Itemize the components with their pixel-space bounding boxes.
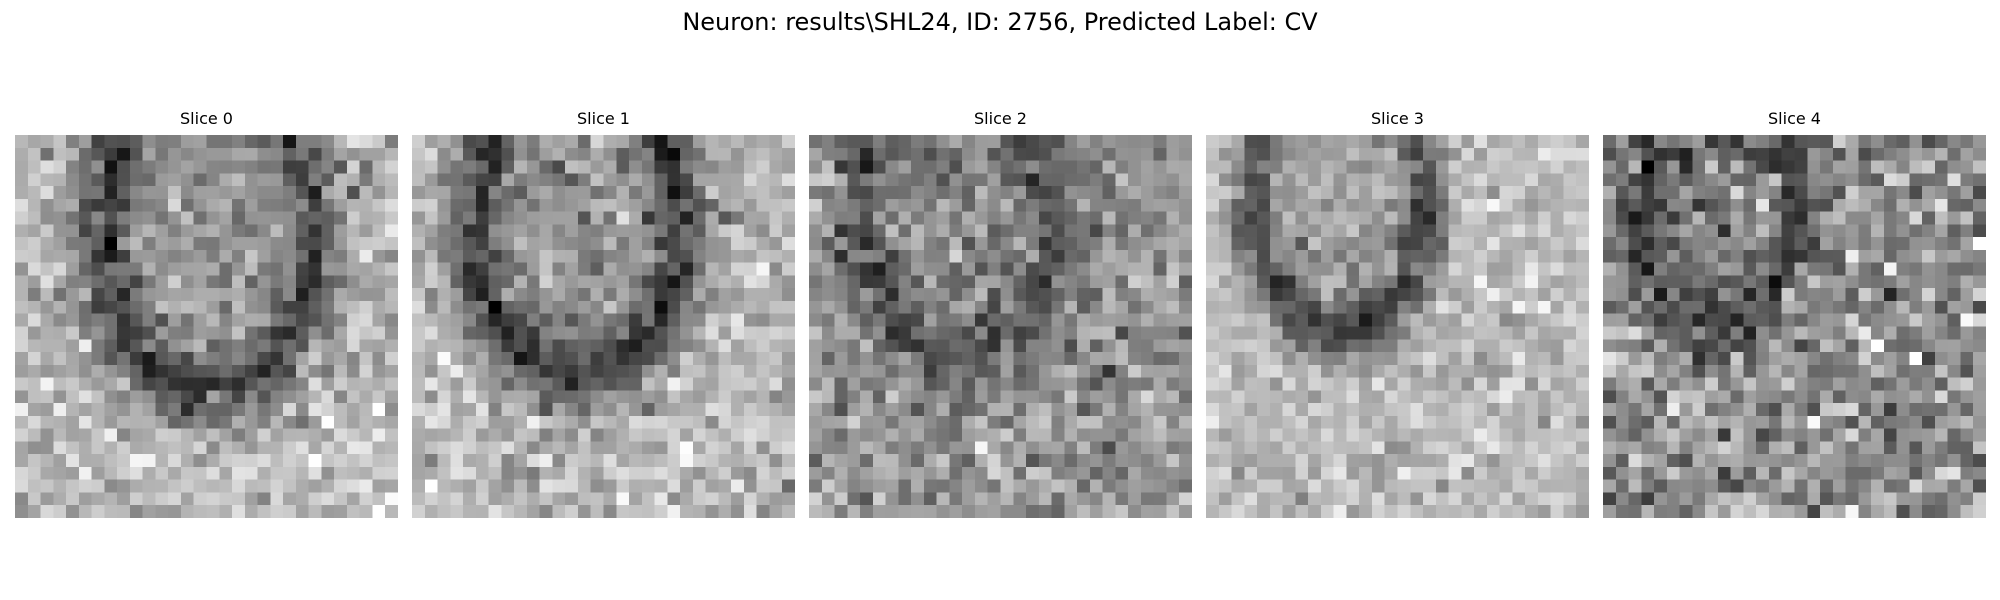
slice-title: Slice 2	[974, 109, 1027, 128]
slice-image-2	[809, 135, 1192, 518]
slice-panel-1: Slice 1	[412, 108, 795, 518]
slice-panel-2: Slice 2	[809, 108, 1192, 518]
slice-panel-3: Slice 3	[1206, 108, 1589, 518]
slice-title: Slice 3	[1371, 109, 1424, 128]
figure-title: Neuron: results\SHL24, ID: 2756, Predict…	[682, 8, 1318, 36]
slice-panel-0: Slice 0	[15, 108, 398, 518]
slice-image-4	[1603, 135, 1986, 518]
slice-title: Slice 4	[1768, 109, 1821, 128]
slice-title: Slice 0	[180, 109, 233, 128]
slice-panel-4: Slice 4	[1603, 108, 1986, 518]
slice-title: Slice 1	[577, 109, 630, 128]
slice-image-3	[1206, 135, 1589, 518]
slice-image-0	[15, 135, 398, 518]
slice-image-1	[412, 135, 795, 518]
